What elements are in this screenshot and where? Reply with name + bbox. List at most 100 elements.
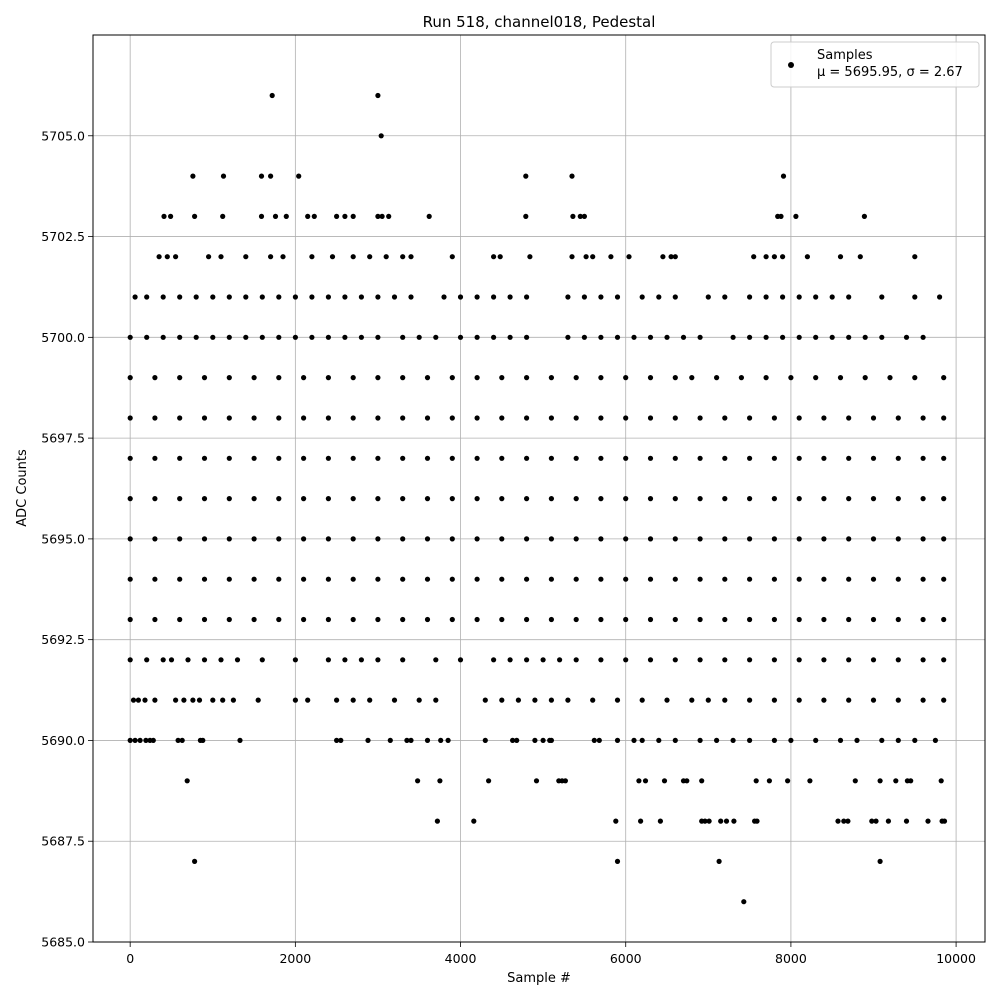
sample-point [408, 737, 414, 744]
sample-point [201, 375, 208, 381]
sample-point [524, 334, 530, 340]
y-tick-label: 5700.0 [41, 330, 85, 345]
sample-point [730, 334, 736, 340]
sample-point [837, 254, 844, 260]
sample-point [375, 92, 381, 99]
sample-point [747, 616, 753, 623]
sample-point [486, 778, 492, 784]
sample-point [127, 415, 133, 421]
sample-point [807, 778, 813, 784]
sample-point [482, 697, 488, 703]
sample-point [903, 818, 910, 824]
sample-point [276, 455, 282, 461]
sample-point [400, 415, 406, 421]
sample-point [697, 576, 703, 582]
sample-point [152, 616, 158, 623]
sample-point [449, 375, 455, 381]
sample-point [664, 334, 670, 340]
sample-point [941, 657, 947, 663]
sample-point [813, 375, 819, 381]
sample-point [598, 576, 604, 582]
y-tick-label: 5705.0 [41, 128, 85, 143]
sample-point [400, 616, 406, 623]
sample-point [656, 737, 662, 744]
sample-point [565, 334, 571, 340]
sample-point [647, 415, 654, 421]
sample-point [499, 536, 505, 542]
sample-point [325, 294, 331, 300]
sample-point [614, 858, 621, 865]
sample-point [706, 818, 712, 824]
sample-point [173, 254, 179, 260]
sample-point [342, 657, 348, 663]
sample-point [325, 415, 331, 421]
sample-point [175, 737, 181, 744]
sample-point [474, 375, 480, 381]
sample-point [771, 697, 778, 703]
sample-point [350, 375, 356, 381]
sample-point [350, 455, 356, 461]
sample-point [672, 254, 678, 260]
sample-point [408, 254, 414, 260]
y-tick-label: 5685.0 [41, 935, 85, 950]
sample-point [342, 213, 348, 219]
sample-point [434, 818, 440, 824]
sample-point [292, 334, 298, 340]
sample-point [127, 334, 133, 340]
sample-point [813, 737, 819, 744]
sample-point [259, 657, 265, 663]
sample-point [243, 294, 249, 300]
sample-point [647, 334, 654, 340]
sample-point [920, 496, 926, 502]
sample-point [292, 697, 298, 703]
y-tick-label: 5690.0 [41, 733, 85, 748]
sample-point [311, 213, 317, 219]
sample-point [193, 294, 199, 300]
sample-point [375, 616, 381, 623]
sample-point [201, 455, 208, 461]
sample-point [135, 697, 141, 703]
sample-point [821, 455, 827, 461]
sample-point [449, 455, 455, 461]
sample-point [258, 173, 265, 179]
sample-point [301, 536, 307, 542]
sample-point [697, 737, 703, 744]
sample-point [173, 697, 179, 703]
sample-point [895, 737, 901, 744]
sample-point [862, 375, 868, 381]
sample-point [132, 737, 138, 744]
sample-point [804, 254, 811, 260]
sample-point [570, 213, 576, 219]
sample-point [845, 818, 851, 824]
sample-point [548, 616, 555, 623]
sample-point [509, 737, 516, 744]
sample-point [258, 213, 265, 219]
sample-point [433, 697, 439, 703]
sample-point [499, 455, 505, 461]
sample-point [796, 616, 802, 623]
sample-point [375, 576, 381, 582]
sample-point [941, 415, 947, 421]
sample-point [220, 213, 226, 219]
sample-point [908, 778, 914, 784]
sample-point [350, 616, 356, 623]
sample-point [449, 616, 455, 623]
sample-point [668, 254, 674, 260]
sample-point [226, 536, 232, 542]
sample-point [705, 294, 711, 300]
sample-point [920, 415, 926, 421]
sample-point [342, 334, 348, 340]
x-tick-label: 6000 [610, 951, 642, 966]
sample-point [548, 455, 555, 461]
sample-point [813, 294, 819, 300]
plot-area-frame [92, 34, 986, 943]
sample-point [192, 213, 198, 219]
sample-point [581, 294, 588, 300]
sample-point [532, 737, 538, 744]
sample-point [206, 254, 212, 260]
sample-point [573, 415, 579, 421]
sample-point [647, 576, 654, 582]
sample-point [292, 294, 298, 300]
sample-point [524, 536, 530, 542]
sample-point [697, 536, 703, 542]
